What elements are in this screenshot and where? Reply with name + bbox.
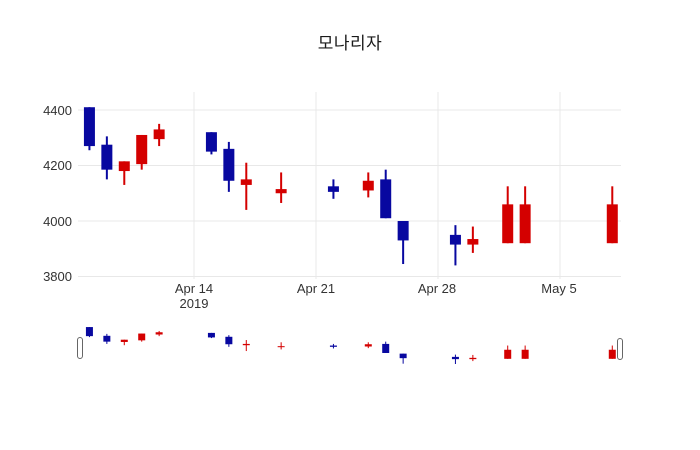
x-tick-apr14: Apr 14 2019 <box>152 281 236 311</box>
slider-candle-body <box>521 349 529 359</box>
candle-body <box>101 144 113 170</box>
candle-body <box>136 134 148 165</box>
candle-body <box>327 186 339 192</box>
x-tick-apr14-year: 2019 <box>179 296 209 311</box>
slider-candle-wick <box>454 354 456 365</box>
candle-body <box>240 179 252 185</box>
slider-candle-body <box>103 335 111 342</box>
candle-wick <box>123 161 126 185</box>
slider-candle-body <box>451 356 459 360</box>
slider-candle-body <box>85 327 93 337</box>
candle-body <box>397 221 409 241</box>
slider-candle-body <box>399 353 407 359</box>
candle-body <box>153 129 165 140</box>
x-tick-apr21: Apr 21 <box>296 281 336 296</box>
rangeslider-right-handle[interactable] <box>617 338 623 360</box>
y-tick-4000: 4000 <box>43 213 72 229</box>
rangeslider-left-handle[interactable] <box>77 337 83 359</box>
slider-candle-wick <box>402 353 404 364</box>
slider-candle-body <box>138 333 146 341</box>
candle-body <box>83 107 95 147</box>
slider-candle-body <box>469 357 477 360</box>
candle-body <box>118 161 130 172</box>
candle-body <box>362 180 374 191</box>
candle-body <box>205 132 217 152</box>
candle-body <box>606 204 618 244</box>
candle-wick <box>245 162 248 210</box>
slider-candle-body <box>364 344 372 347</box>
candle-wick <box>454 225 457 266</box>
y-tick-4200: 4200 <box>43 158 72 173</box>
slider-candle-wick <box>123 339 125 346</box>
candle-wick <box>402 221 405 265</box>
candle-body <box>380 179 392 219</box>
candle-body <box>223 148 235 181</box>
x-tick-apr28: Apr 28 <box>417 281 457 296</box>
candle-body <box>519 204 531 244</box>
slider-candle-wick <box>280 342 282 350</box>
slider-candle-body <box>242 343 250 346</box>
slider-candle-body <box>225 336 233 345</box>
candle-body <box>275 189 287 194</box>
slider-candle-body <box>504 349 512 359</box>
candle-body <box>467 239 479 245</box>
slider-candle-body <box>155 332 163 335</box>
x-tick-apr14-label: Apr 14 <box>174 281 214 296</box>
slider-candle-wick <box>245 340 247 352</box>
slider-candle-body <box>382 343 390 353</box>
x-tick-may5: May 5 <box>541 281 577 296</box>
slider-candle-body <box>120 339 128 342</box>
slider-candle-body <box>608 349 616 359</box>
candle-body <box>502 204 514 244</box>
candle-body <box>449 234 461 245</box>
y-tick-3800: 3800 <box>43 269 72 284</box>
slider-candle-body <box>329 345 337 347</box>
chart-title: 모나리자 <box>317 34 383 53</box>
slider-candle-body <box>277 346 285 348</box>
slider-candle-body <box>207 332 215 338</box>
candle-wick <box>280 172 283 203</box>
y-tick-4400: 4400 <box>43 103 72 118</box>
